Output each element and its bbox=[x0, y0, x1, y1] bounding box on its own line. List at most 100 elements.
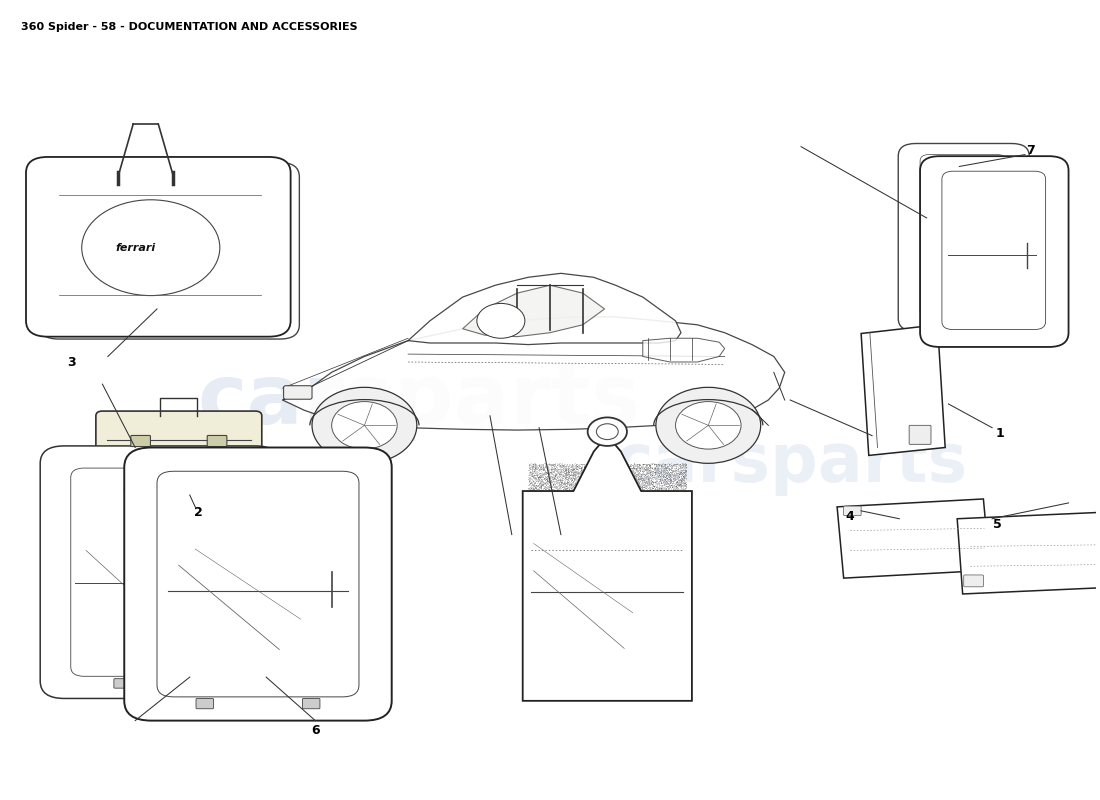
Point bbox=[982, 250, 1000, 262]
Point bbox=[67, 536, 85, 549]
Point bbox=[984, 307, 1002, 320]
Point bbox=[142, 601, 160, 614]
Point bbox=[570, 486, 587, 499]
Point bbox=[998, 309, 1015, 322]
Point bbox=[257, 291, 275, 304]
Point bbox=[82, 222, 100, 234]
Point bbox=[219, 298, 236, 310]
Point bbox=[86, 264, 103, 277]
Point bbox=[966, 154, 983, 167]
Point bbox=[648, 481, 666, 494]
Point bbox=[188, 560, 206, 573]
Point bbox=[549, 583, 566, 596]
Point bbox=[206, 624, 223, 637]
Point bbox=[266, 582, 284, 594]
Point bbox=[70, 512, 88, 525]
Point bbox=[557, 460, 574, 473]
Point bbox=[326, 504, 343, 517]
Point bbox=[295, 646, 312, 659]
Point bbox=[185, 486, 202, 499]
Point bbox=[948, 263, 966, 276]
Point bbox=[219, 546, 236, 558]
Point bbox=[987, 256, 1004, 269]
Point bbox=[218, 647, 235, 660]
Point bbox=[117, 454, 134, 467]
Point bbox=[1021, 190, 1038, 202]
Point bbox=[185, 180, 202, 193]
Point bbox=[219, 303, 236, 316]
Point bbox=[187, 595, 205, 608]
Point bbox=[217, 510, 234, 523]
Point bbox=[184, 574, 201, 587]
Point bbox=[1014, 205, 1032, 218]
Point bbox=[151, 595, 168, 608]
Point bbox=[525, 654, 542, 667]
Point bbox=[197, 466, 215, 479]
Point bbox=[603, 582, 620, 594]
Point bbox=[341, 536, 359, 549]
Point bbox=[245, 574, 263, 587]
Point bbox=[141, 266, 158, 279]
Point bbox=[198, 537, 216, 550]
Point bbox=[590, 542, 607, 554]
Point bbox=[77, 165, 95, 178]
Point bbox=[190, 483, 208, 496]
Point bbox=[213, 535, 231, 548]
Point bbox=[176, 293, 194, 306]
Point bbox=[207, 485, 224, 498]
Point bbox=[214, 270, 232, 283]
Point bbox=[154, 283, 172, 296]
Point bbox=[245, 555, 263, 568]
Point bbox=[91, 488, 109, 501]
Point bbox=[79, 198, 97, 211]
Point bbox=[332, 489, 350, 502]
Point bbox=[263, 474, 280, 486]
Point bbox=[568, 599, 585, 612]
Point bbox=[199, 588, 217, 601]
Point bbox=[128, 547, 145, 560]
Point bbox=[221, 485, 239, 498]
Point bbox=[108, 492, 125, 505]
Point bbox=[89, 470, 107, 483]
Point bbox=[1018, 253, 1035, 266]
Point bbox=[132, 553, 150, 566]
Point bbox=[153, 215, 170, 228]
Point bbox=[970, 178, 988, 191]
Point bbox=[183, 534, 200, 546]
Point bbox=[317, 614, 334, 627]
Point bbox=[227, 285, 244, 298]
Point bbox=[154, 547, 172, 560]
Point bbox=[220, 506, 238, 518]
Point bbox=[584, 669, 602, 682]
Point bbox=[610, 655, 628, 668]
Point bbox=[251, 566, 268, 578]
Point bbox=[90, 596, 108, 609]
Point bbox=[1004, 274, 1022, 287]
Point bbox=[320, 518, 338, 530]
Point bbox=[77, 658, 95, 670]
Point bbox=[583, 473, 601, 486]
Point bbox=[532, 460, 550, 473]
Point bbox=[646, 619, 663, 632]
Point bbox=[334, 603, 352, 616]
Point bbox=[116, 275, 133, 288]
Point bbox=[156, 225, 174, 238]
Point bbox=[199, 659, 217, 672]
Point bbox=[296, 641, 314, 654]
Point bbox=[249, 658, 266, 670]
Point bbox=[106, 564, 123, 577]
Point bbox=[979, 227, 997, 240]
Point bbox=[233, 481, 251, 494]
Point bbox=[96, 258, 113, 271]
Point bbox=[339, 685, 356, 698]
Point bbox=[145, 475, 163, 488]
Point bbox=[627, 674, 645, 686]
Point bbox=[1021, 290, 1038, 302]
Point bbox=[176, 466, 194, 479]
Point bbox=[327, 618, 344, 630]
Point bbox=[121, 526, 139, 539]
Point bbox=[570, 499, 587, 512]
Point bbox=[979, 176, 997, 189]
Point bbox=[179, 476, 197, 489]
Point bbox=[112, 202, 130, 215]
